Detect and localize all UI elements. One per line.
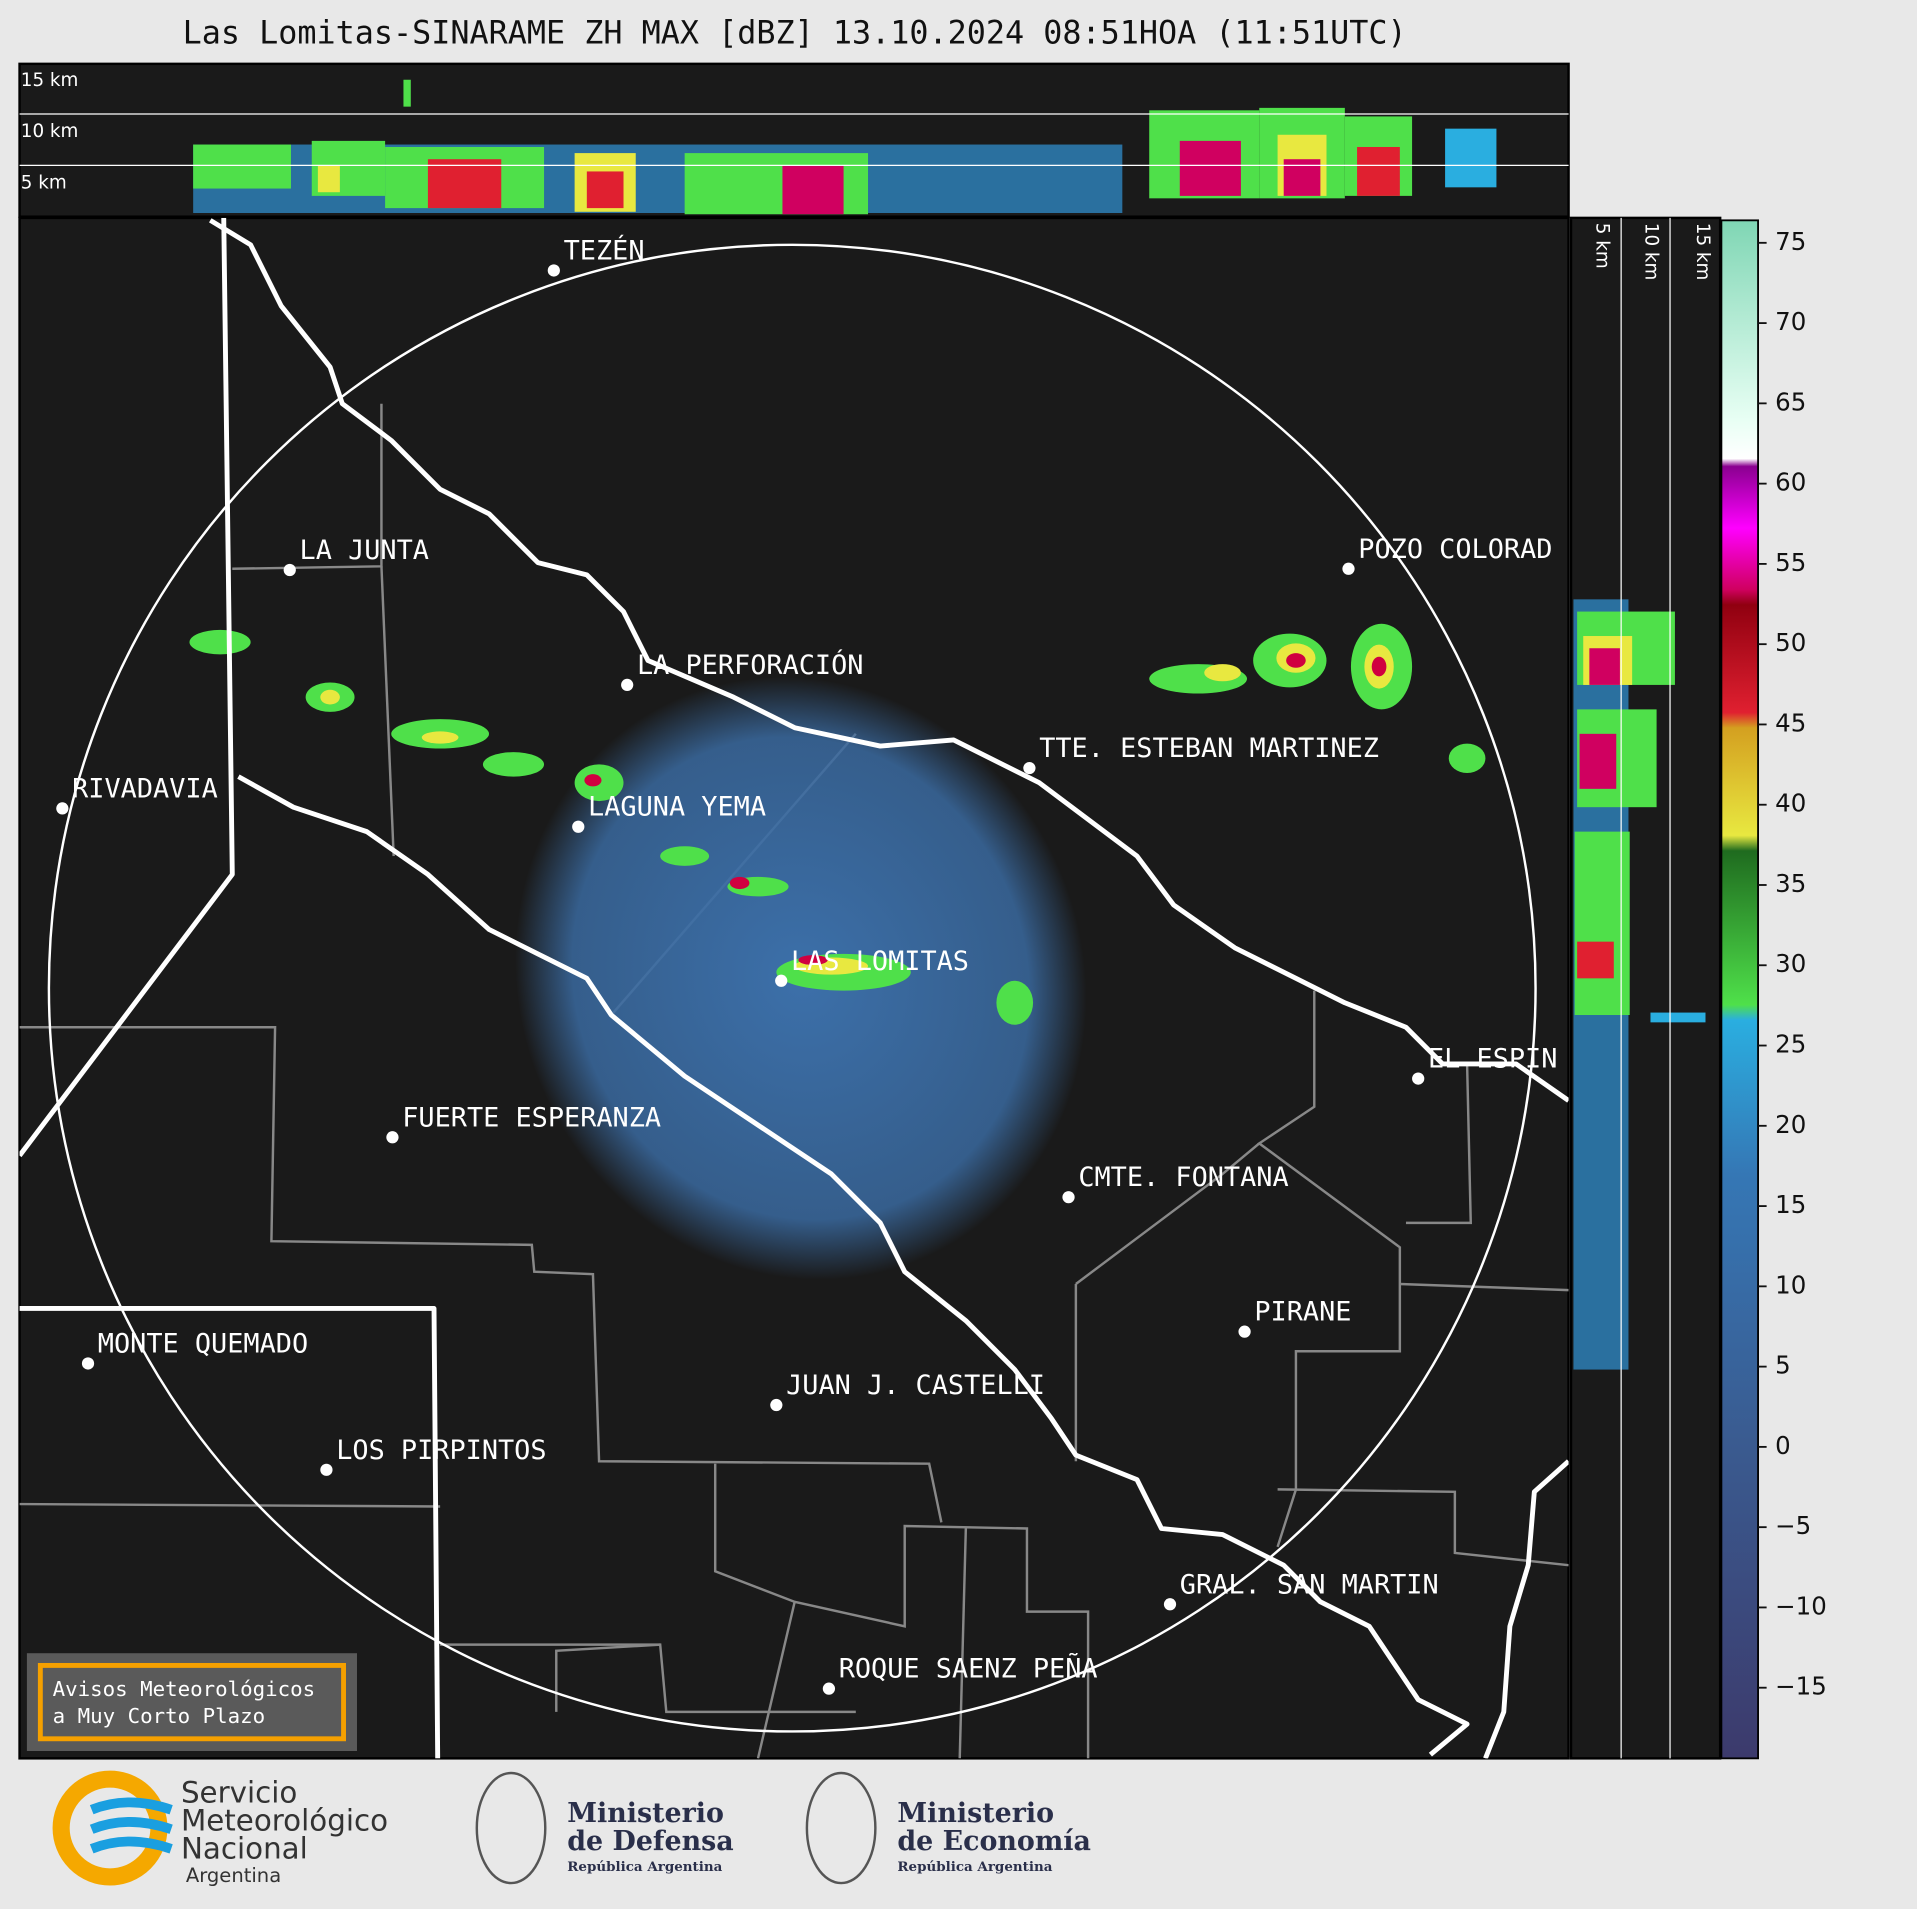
place-label: RIVADAVIA	[72, 773, 218, 804]
colorbar-tick-label: 60	[1775, 468, 1806, 497]
colorbar-tick-label: 40	[1775, 789, 1806, 818]
place-label: LA PERFORACIÓN	[637, 649, 864, 681]
place-dot	[822, 1682, 836, 1695]
height-label: 10 km	[21, 121, 79, 142]
colorbar-tick-label: 5	[1775, 1351, 1791, 1380]
place-label: TEZÉN	[564, 234, 645, 266]
height-label: 15 km	[21, 70, 79, 91]
top-profile-echoes	[193, 79, 1497, 215]
radar-range-ring	[47, 243, 1537, 1733]
echo-cells	[189, 623, 1486, 1025]
svg-text:República Argentina: República Argentina	[897, 1859, 1052, 1875]
place-label: LAGUNA YEMA	[588, 792, 766, 823]
place-label: CMTE. FONTANA	[1078, 1162, 1288, 1193]
colorbar-tick-label: −15	[1775, 1672, 1827, 1701]
place-label: TTE. ESTEBAN MARTINEZ	[1039, 733, 1379, 764]
place-label: PIRANE	[1254, 1297, 1351, 1328]
svg-text:República Argentina: República Argentina	[567, 1859, 722, 1875]
place-label: MONTE QUEMADO	[98, 1328, 308, 1359]
place-dot	[1163, 1598, 1177, 1611]
place-dot	[770, 1398, 783, 1412]
colorbar-tick-label: 35	[1775, 869, 1806, 898]
side-profile-echoes	[1573, 599, 1706, 1370]
svg-text:Servicio: Servicio	[181, 1775, 297, 1809]
place-label: LOS PIRPINTOS	[336, 1435, 546, 1466]
place-dot	[1238, 1325, 1251, 1338]
place-dot	[775, 974, 788, 987]
colorbar-tick-label: 70	[1775, 307, 1806, 336]
colorbar-tick-label: 45	[1775, 708, 1806, 737]
place-label: LA JUNTA	[300, 535, 429, 566]
place-dot	[283, 563, 296, 577]
colorbar-tick-label: 50	[1775, 628, 1806, 657]
place-label: EL ESPIN	[1428, 1044, 1557, 1075]
place-label: LAS LOMITAS	[791, 946, 969, 977]
place-dot	[1412, 1072, 1425, 1085]
svg-text:de Economía: de Economía	[897, 1826, 1091, 1857]
svg-text:de Defensa: de Defensa	[567, 1826, 733, 1857]
colorbar-tick-label: 55	[1775, 548, 1806, 577]
colorbar-tick-label: −10	[1775, 1591, 1827, 1620]
title: Las Lomitas-SINARAME ZH MAX [dBZ] 13.10.…	[183, 16, 1407, 52]
height-label: 5 km	[21, 173, 67, 194]
place-label: POZO COLORAD	[1358, 534, 1552, 565]
place-dot	[56, 802, 69, 815]
place-dot	[547, 264, 560, 277]
place-dot	[1062, 1191, 1075, 1204]
place-dot	[386, 1131, 399, 1144]
place-dot	[1342, 562, 1355, 575]
logo-economia: Ministerio de Economía República Argenti…	[805, 1771, 1091, 1885]
colorbar-tick-label: 20	[1775, 1110, 1806, 1139]
notice-box	[26, 1653, 357, 1752]
colorbar-tick-label: 10	[1775, 1270, 1806, 1299]
place-dot	[81, 1357, 95, 1370]
svg-text:Ministerio: Ministerio	[897, 1798, 1054, 1829]
logo-smn: Servicio Meteorológico Nacional Argentin…	[52, 1770, 388, 1887]
rivers	[19, 217, 1569, 1759]
notice-border[interactable]	[37, 1662, 346, 1742]
svg-text:Nacional: Nacional	[181, 1832, 308, 1866]
svg-text:Argentina: Argentina	[186, 1864, 281, 1887]
place-label: FUERTE ESPERANZA	[402, 1102, 661, 1133]
colorbar-tick-label: 75	[1775, 227, 1806, 256]
notice-text: Avisos Meteorológicos	[53, 1677, 316, 1701]
colorbar-tick-label: 15	[1775, 1190, 1806, 1219]
place-dot	[621, 678, 634, 692]
colorbar-tick-label: 65	[1775, 387, 1806, 416]
colorbar-tick-label: 25	[1775, 1030, 1806, 1059]
svg-text:Ministerio: Ministerio	[567, 1798, 724, 1829]
place-label: GRAL. SAN MARTIN	[1180, 1569, 1439, 1600]
height-label: 10 km	[1641, 223, 1662, 281]
colorbar-tick-label: −5	[1775, 1511, 1811, 1540]
svg-text:Meteorológico: Meteorológico	[181, 1803, 388, 1837]
place-dot	[1023, 761, 1036, 775]
place-dot	[320, 1463, 333, 1476]
height-label: 15 km	[1692, 223, 1713, 281]
places: TEZÉN LA JUNTA LA PERFORACIÓN POZO COLORAD R…	[56, 234, 1557, 1695]
notice-text: a Muy Corto Plazo	[53, 1704, 266, 1728]
logo-defensa: Ministerio de Defensa República Argentin…	[475, 1771, 734, 1885]
place-label: ROQUE SAENZ PEÑA	[839, 1653, 1098, 1685]
place-label: JUAN J. CASTELLI	[786, 1370, 1045, 1401]
place-dot	[572, 820, 585, 833]
colorbar	[1720, 219, 1759, 1760]
height-label: 5 km	[1592, 223, 1613, 269]
colorbar-tick-label: 30	[1775, 949, 1806, 978]
department-boundaries	[19, 403, 1569, 1759]
colorbar-tick-label: 0	[1775, 1431, 1791, 1460]
map-layer: TEZÉN LA JUNTA LA PERFORACIÓN POZO COLORAD R…	[19, 217, 1569, 1759]
